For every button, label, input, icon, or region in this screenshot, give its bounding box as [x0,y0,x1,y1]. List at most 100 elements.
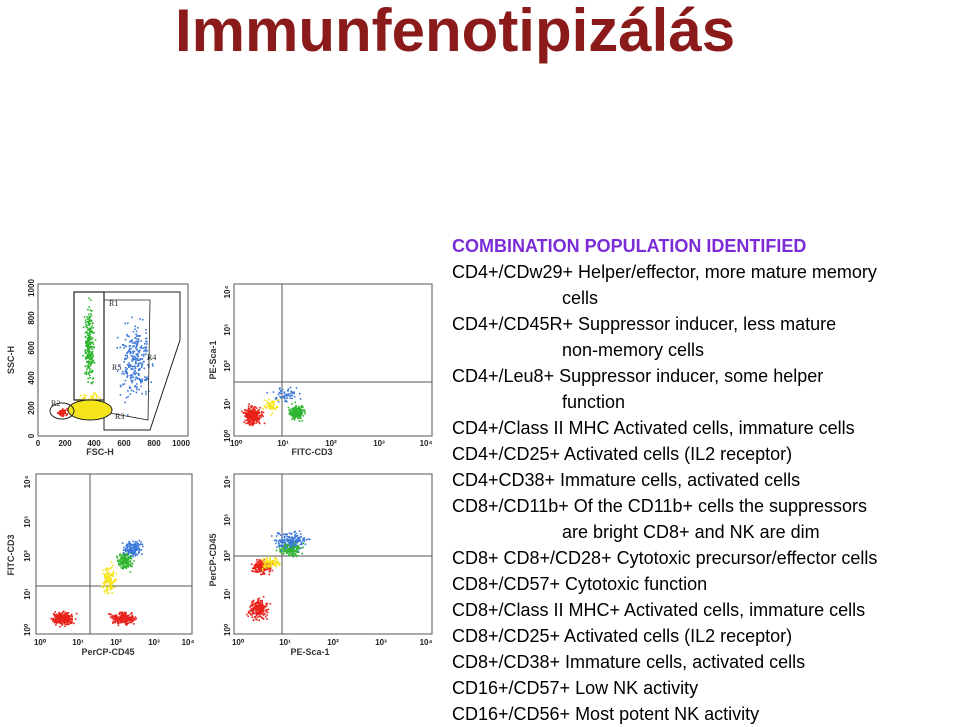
event-dot [253,411,256,413]
event-dot [87,361,89,363]
event-dot [63,623,66,625]
event-dot [290,410,293,413]
event-dot [267,568,269,570]
event-dot [126,543,128,546]
event-dot [127,617,130,619]
event-dot [107,580,109,583]
event-dot [255,562,258,565]
event-dot [260,573,262,576]
event-dot [119,346,122,349]
event-dot [261,573,263,575]
event-dot [128,616,131,619]
event-dot [69,622,71,625]
event-dot [110,574,112,577]
event-dot [251,570,253,572]
event-dot [268,573,270,576]
event-dot [297,540,300,542]
event-dot [90,336,92,338]
event-dot [90,357,92,360]
plot-cd45-cd3-yticks: 10⁴ 10³ 10² 10¹ 10⁰ [23,476,32,637]
event-dot [145,346,148,348]
event-dot [88,354,90,356]
event-dot [248,422,250,425]
event-dot [119,385,122,388]
event-dot [282,545,285,547]
event-dot [89,338,92,341]
event-dot [288,393,290,395]
event-dot [283,392,286,394]
event-dot [267,608,270,611]
event-dot [120,620,123,622]
event-dot [276,399,278,402]
event-dot [124,611,126,614]
event-dot [264,616,267,618]
event-dot [133,560,135,562]
event-dot [302,415,305,417]
event-dot [271,569,274,572]
event-dot [269,568,272,570]
event-dot [301,552,303,555]
event-dot [131,562,134,565]
event-dot [84,335,87,338]
event-dot [129,542,132,545]
event-dot [297,417,300,420]
gate-r2 [49,402,75,420]
event-dot [86,355,88,357]
event-dot [146,377,148,380]
event-dot [86,324,88,327]
event-dot [263,399,266,401]
event-dot [261,613,263,615]
event-dot [287,536,290,538]
event-dot [125,567,128,569]
event-dot [246,413,249,415]
event-dot [269,570,271,573]
event-dot [277,406,279,408]
event-dot [278,546,281,549]
event-dot [64,621,67,623]
event-dot [123,361,125,363]
event-dot [279,395,281,398]
event-dot [124,369,127,371]
event-dot [88,351,90,354]
event-dot [92,359,95,362]
event-dot [145,332,147,334]
event-dot [83,394,86,396]
event-dot [135,547,138,549]
event-dot [285,535,288,537]
event-dot [125,559,128,562]
event-dot [257,412,260,415]
event-dot [299,408,302,410]
table-line: cells [562,288,599,308]
event-dot [61,617,63,619]
event-dot [92,394,94,397]
event-dot [291,418,293,421]
event-dot [297,413,300,416]
event-dot [295,407,298,409]
event-dot [84,395,87,397]
event-dot [247,417,249,420]
event-dot [89,356,91,358]
event-dot [85,342,88,344]
event-dot [125,564,128,567]
event-dot [282,533,285,536]
event-dot [281,388,284,391]
event-dot [145,348,147,350]
event-dot [257,607,259,610]
plot-cd3-sca1: FITC-CD3 PE-Sca-1 10⁰ 10¹ 10² 10³ 10⁴ 10… [208,283,433,457]
y-tick: 10⁰ [23,623,32,636]
event-dot [258,608,261,611]
event-dot [126,554,128,557]
event-dot [275,549,278,552]
event-dot [125,615,127,618]
event-dot [256,420,258,423]
event-dot [254,415,256,418]
event-dot [121,619,124,621]
event-dot [119,619,121,621]
event-dot [101,585,103,587]
event-dot [291,411,294,413]
event-dot [292,552,294,554]
event-dot [129,364,132,366]
event-dot [272,402,274,405]
event-dot [275,542,277,545]
event-dot [134,616,137,618]
